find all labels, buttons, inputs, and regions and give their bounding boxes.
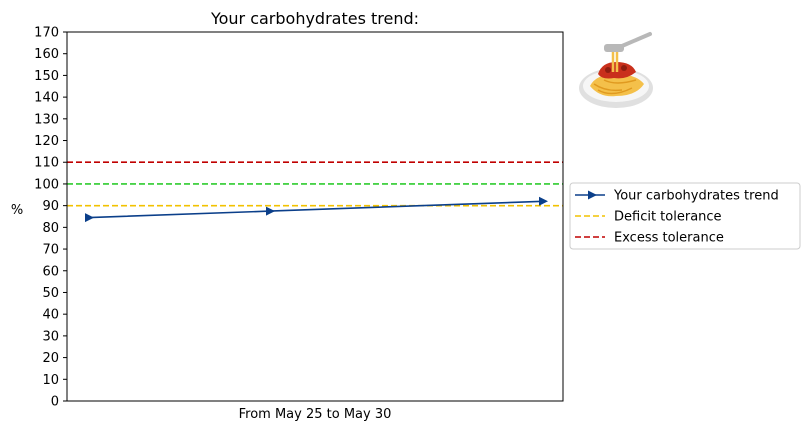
legend: Your carbohydrates trend Deficit toleranc… [569,182,801,250]
y-tick-label: 170 [34,26,59,41]
y-tick-label: 120 [34,134,59,149]
data-point [85,213,94,223]
y-tick-label: 10 [42,373,59,388]
legend-item: Your carbohydrates trend [575,189,779,204]
legend-box [569,182,801,250]
y-axis-ticks: 0 10 20 30 40 50 60 70 80 90 100 110 120 130 140 150 160… [34,26,67,410]
legend-item: Excess tolerance [575,231,724,246]
legend-label: Excess tolerance [614,231,724,246]
legend-label: Your carbohydrates trend [613,189,779,204]
data-point [539,196,548,206]
y-tick-label: 130 [34,112,59,127]
y-tick-label: 50 [42,286,59,301]
chart-title: Your carbohydrates trend: [210,9,419,28]
y-tick-label: 90 [42,199,59,214]
y-tick-label: 160 [34,47,59,62]
y-tick-label: 80 [42,221,59,236]
y-axis-label: % [11,203,23,218]
y-tick-label: 40 [42,308,59,323]
y-tick-label: 140 [34,91,59,106]
x-axis-label: From May 25 to May 30 [239,407,392,422]
spaghetti-icon [579,32,653,108]
legend-label: Deficit tolerance [614,210,722,225]
plot-frame [66,31,564,402]
series-line [88,200,544,219]
series-lines [85,196,548,223]
legend-marker [588,190,597,200]
y-tick-label: 150 [34,69,59,84]
reference-lines [67,161,563,207]
y-tick-label: 100 [34,177,59,192]
data-point [266,206,275,216]
legend-item: Deficit tolerance [575,210,722,225]
y-tick-label: 30 [42,329,59,344]
y-tick-label: 70 [42,243,59,258]
y-tick-label: 60 [42,264,59,279]
y-tick-label: 20 [42,351,59,366]
y-tick-label: 0 [51,395,59,410]
y-tick-label: 110 [34,156,59,171]
